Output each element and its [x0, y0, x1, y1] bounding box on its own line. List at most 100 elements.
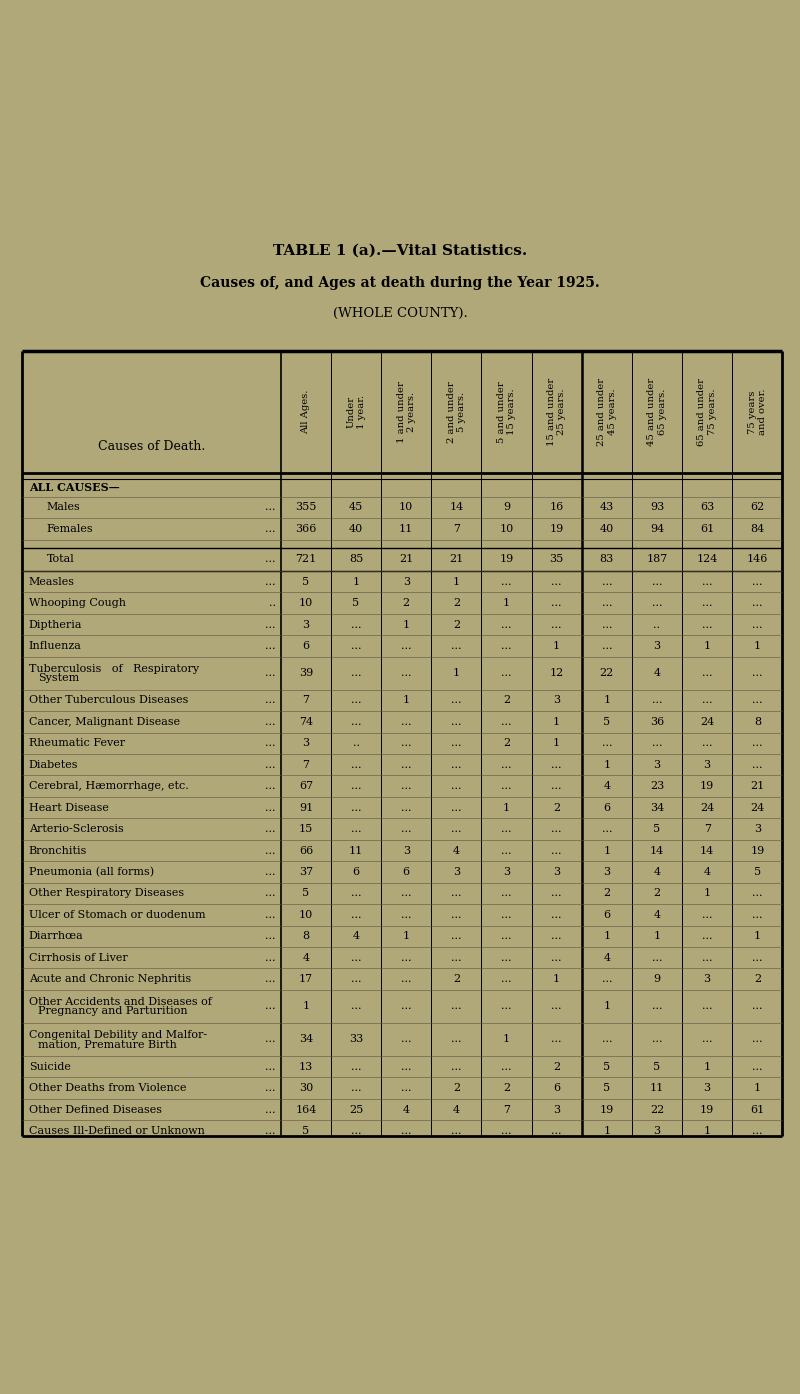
Text: ...: ... — [652, 952, 662, 963]
Text: TABLE 1 (a).—Vital Statistics.: TABLE 1 (a).—Vital Statistics. — [273, 244, 527, 258]
Text: 1: 1 — [703, 1126, 710, 1136]
Text: 61: 61 — [750, 1104, 765, 1115]
Text: ...: ... — [702, 1001, 713, 1012]
Text: ...: ... — [502, 974, 512, 984]
Text: Pneumonia (all forms): Pneumonia (all forms) — [29, 867, 154, 877]
Text: 2 and under
5 years.: 2 and under 5 years. — [446, 381, 466, 443]
Text: 5: 5 — [654, 824, 661, 834]
Text: Diarrhœa: Diarrhœa — [29, 931, 83, 941]
Text: 14: 14 — [650, 846, 664, 856]
Text: 65 and under
75 years.: 65 and under 75 years. — [698, 378, 717, 446]
Text: 39: 39 — [298, 668, 313, 677]
Text: 6: 6 — [302, 641, 310, 651]
Text: 1: 1 — [603, 1126, 610, 1136]
Text: ...: ... — [266, 1126, 276, 1136]
Text: 5: 5 — [654, 1062, 661, 1072]
Text: ...: ... — [502, 760, 512, 769]
Text: ...: ... — [752, 598, 762, 608]
Text: ...: ... — [350, 760, 362, 769]
Text: ...: ... — [266, 974, 276, 984]
Text: ...: ... — [752, 577, 762, 587]
Text: ...: ... — [350, 974, 362, 984]
Text: 61: 61 — [700, 524, 714, 534]
Text: ...: ... — [451, 781, 462, 792]
Text: ...: ... — [702, 619, 713, 630]
Text: ...: ... — [502, 668, 512, 677]
Text: 19: 19 — [700, 781, 714, 792]
Text: ...: ... — [401, 739, 411, 749]
Text: ...: ... — [502, 846, 512, 856]
Text: ...: ... — [702, 739, 713, 749]
Text: ...: ... — [350, 1083, 362, 1093]
Text: ...: ... — [502, 641, 512, 651]
Text: ...: ... — [451, 641, 462, 651]
Text: mation, Premature Birth: mation, Premature Birth — [38, 1039, 178, 1050]
Text: 1: 1 — [402, 619, 410, 630]
Text: 9: 9 — [654, 974, 661, 984]
Text: 3: 3 — [754, 824, 761, 834]
Text: ...: ... — [451, 1001, 462, 1012]
Text: 1: 1 — [503, 1034, 510, 1044]
Text: 93: 93 — [650, 502, 664, 513]
Text: ...: ... — [266, 668, 276, 677]
Text: ...: ... — [752, 952, 762, 963]
Text: Females: Females — [46, 524, 93, 534]
Text: ...: ... — [502, 1062, 512, 1072]
Text: ...: ... — [266, 1034, 276, 1044]
Text: 16: 16 — [550, 502, 564, 513]
Text: 13: 13 — [298, 1062, 313, 1072]
Text: ...: ... — [602, 619, 612, 630]
Text: 1: 1 — [302, 1001, 310, 1012]
Text: 2: 2 — [453, 619, 460, 630]
Text: ...: ... — [752, 1034, 762, 1044]
Text: ...: ... — [551, 781, 562, 792]
Text: 19: 19 — [750, 846, 765, 856]
Text: Diptheria: Diptheria — [29, 619, 82, 630]
Text: Causes Ill-Defined or Unknown: Causes Ill-Defined or Unknown — [29, 1126, 205, 1136]
Text: ...: ... — [401, 781, 411, 792]
Text: ...: ... — [350, 1001, 362, 1012]
Text: Pregnancy and Parturition: Pregnancy and Parturition — [38, 1006, 188, 1016]
Text: 75 years
and over.: 75 years and over. — [748, 389, 767, 435]
Text: 3: 3 — [302, 739, 310, 749]
Text: ...: ... — [652, 577, 662, 587]
Text: ...: ... — [451, 1062, 462, 1072]
Text: ...: ... — [702, 1034, 713, 1044]
Text: 1: 1 — [754, 641, 761, 651]
Text: Cirrhosis of Liver: Cirrhosis of Liver — [29, 952, 127, 963]
Text: 3: 3 — [603, 867, 610, 877]
Text: 3: 3 — [553, 1104, 560, 1115]
Text: 3: 3 — [553, 696, 560, 705]
Text: ...: ... — [451, 888, 462, 898]
Text: ...: ... — [702, 910, 713, 920]
Text: 85: 85 — [349, 555, 363, 565]
Text: 12: 12 — [550, 668, 564, 677]
Text: 2: 2 — [603, 888, 610, 898]
Text: ...: ... — [602, 739, 612, 749]
Text: ...: ... — [401, 1126, 411, 1136]
Text: ...: ... — [752, 910, 762, 920]
Text: 1: 1 — [353, 577, 360, 587]
Text: All Ages.: All Ages. — [302, 390, 310, 435]
Text: ...: ... — [401, 1001, 411, 1012]
Text: ...: ... — [752, 1062, 762, 1072]
Text: ...: ... — [451, 910, 462, 920]
Text: 4: 4 — [453, 846, 460, 856]
Text: 2: 2 — [503, 696, 510, 705]
Text: 5: 5 — [302, 577, 310, 587]
Text: 7: 7 — [302, 696, 310, 705]
Text: Acute and Chronic Nephritis: Acute and Chronic Nephritis — [29, 974, 191, 984]
Text: 45: 45 — [349, 502, 363, 513]
Text: ...: ... — [502, 888, 512, 898]
Text: Suicide: Suicide — [29, 1062, 70, 1072]
Text: 1: 1 — [603, 696, 610, 705]
Text: 8: 8 — [302, 931, 310, 941]
Text: ...: ... — [752, 760, 762, 769]
Text: ...: ... — [752, 1001, 762, 1012]
Text: 6: 6 — [553, 1083, 560, 1093]
Text: 721: 721 — [295, 555, 317, 565]
Text: ...: ... — [602, 641, 612, 651]
Text: ...: ... — [551, 1001, 562, 1012]
Text: ...: ... — [266, 524, 276, 534]
Text: 14: 14 — [700, 846, 714, 856]
